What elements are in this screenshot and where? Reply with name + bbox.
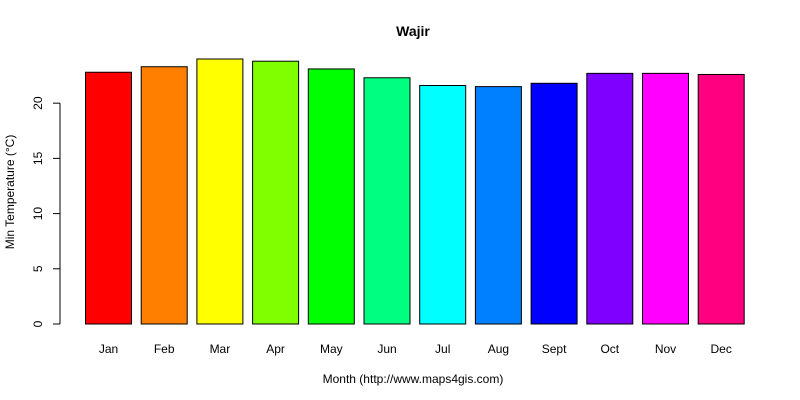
bar-mar xyxy=(196,58,244,325)
bar-jul xyxy=(419,85,467,325)
x-tick-label: Mar xyxy=(210,342,231,356)
chart-title: Wajir xyxy=(396,23,430,39)
x-tick-label: Jun xyxy=(377,342,396,356)
y-tick-label: 5 xyxy=(31,265,45,272)
bar-aug xyxy=(474,86,522,325)
x-tick-label: Nov xyxy=(655,342,676,356)
bar-sept xyxy=(530,82,578,325)
x-tick-label: Apr xyxy=(266,342,285,356)
x-axis-label: Month (http://www.maps4gis.com) xyxy=(323,372,504,386)
bar-oct xyxy=(586,72,634,325)
x-tick-label: Aug xyxy=(488,342,509,356)
x-tick-label: May xyxy=(320,342,343,356)
x-tick-label: Feb xyxy=(154,342,175,356)
x-tick-label: Oct xyxy=(600,342,619,356)
x-tick-label: Sept xyxy=(542,342,567,356)
bars xyxy=(85,58,745,325)
bar-feb xyxy=(140,66,188,325)
x-tick-label: Dec xyxy=(711,342,732,356)
y-tick-label: 0 xyxy=(31,320,45,327)
y-tick-label: 10 xyxy=(31,207,45,221)
bar-jan xyxy=(85,71,132,325)
bar-nov xyxy=(642,72,689,325)
x-tick-label: Jul xyxy=(435,342,450,356)
y-axis: 0 5 10 15 20 xyxy=(31,96,61,327)
y-tick-label: 15 xyxy=(31,151,45,165)
bar-apr xyxy=(252,60,300,325)
bar-may xyxy=(307,68,355,325)
x-tick-label: Jan xyxy=(99,342,118,356)
y-axis-label: Min Temperature (°C) xyxy=(3,135,17,250)
y-tick-label: 20 xyxy=(31,96,45,110)
bar-dec xyxy=(697,73,745,325)
bar-jun xyxy=(363,77,411,325)
x-tick-labels: Jan Feb Mar Apr May Jun Jul Aug Sept Oct Nov Dec xyxy=(99,342,732,356)
